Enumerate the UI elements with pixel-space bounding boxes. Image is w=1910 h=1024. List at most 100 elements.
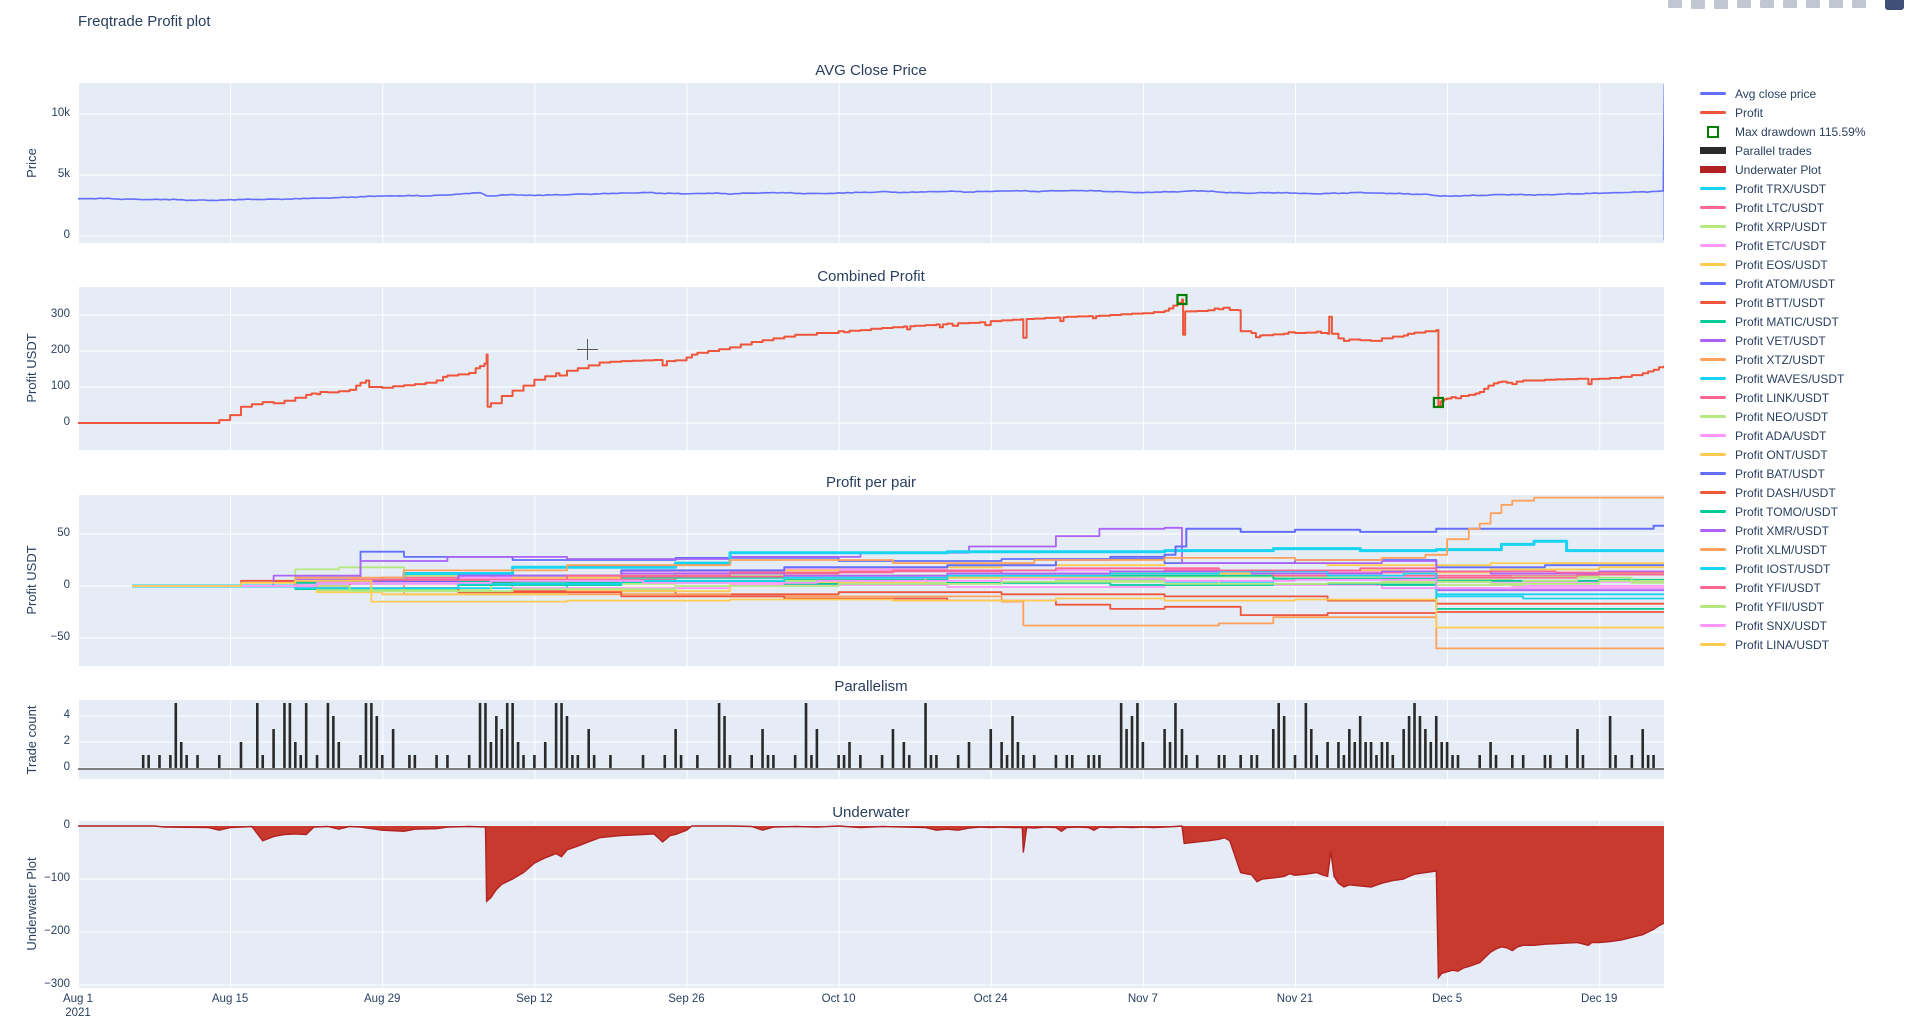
legend-item-profit-iost-usdt[interactable]: Profit IOST/USDT [1700,559,1908,578]
legend-swatch-icon [1700,301,1726,304]
legend-swatch-icon [1700,567,1726,570]
legend-item-parallel-trades[interactable]: Parallel trades [1700,141,1908,160]
legend-label: Profit YFI/USDT [1735,580,1821,595]
legend-swatch-icon [1700,491,1726,494]
legend-swatch-icon [1700,529,1726,532]
x-axis-tick: Nov 21 [1276,993,1314,1005]
parallelism-plot-area[interactable] [78,700,1664,779]
legend-item-profit-eos-usdt[interactable]: Profit EOS/USDT [1700,255,1908,274]
avg-close-price-ytick: 0 [63,229,70,241]
legend-item-profit-ada-usdt[interactable]: Profit ADA/USDT [1700,426,1908,445]
legend-item-avg-close-price[interactable]: Avg close price [1700,84,1908,103]
subplot-title-underwater: Underwater [832,804,910,821]
legend-item-underwater-plot[interactable]: Underwater Plot [1700,160,1908,179]
legend-item-profit-bat-usdt[interactable]: Profit BAT/USDT [1700,464,1908,483]
legend-item-profit-tomo-usdt[interactable]: Profit TOMO/USDT [1700,502,1908,521]
legend-swatch-icon [1700,358,1726,361]
parallelism-chart [78,700,1664,779]
legend-item-profit-trx-usdt[interactable]: Profit TRX/USDT [1700,179,1908,198]
legend-item-profit-xlm-usdt[interactable]: Profit XLM/USDT [1700,540,1908,559]
legend-label: Underwater Plot [1735,162,1822,177]
x-axis-tick: Oct 24 [973,993,1008,1005]
page-title: Freqtrade Profit plot [78,13,211,30]
combined-profit-ytick: 100 [50,380,70,392]
x-axis-tick: Dec 5 [1432,993,1463,1005]
legend-item-profit-waves-usdt[interactable]: Profit WAVES/USDT [1700,369,1908,388]
legend-item-profit-btt-usdt[interactable]: Profit BTT/USDT [1700,293,1908,312]
legend-item-profit-lina-usdt[interactable]: Profit LINA/USDT [1700,635,1908,654]
legend-item-profit-link-usdt[interactable]: Profit LINK/USDT [1700,388,1908,407]
legend-label: Profit XTZ/USDT [1735,352,1826,367]
legend-item-profit-snx-usdt[interactable]: Profit SNX/USDT [1700,616,1908,635]
zoom-out-icon[interactable] [1806,0,1820,8]
legend-item-profit[interactable]: Profit [1700,103,1908,122]
max-drawdown-marker [1432,396,1445,409]
autoscale-icon[interactable] [1829,0,1843,8]
modebar [1668,0,1904,10]
legend: Avg close price Profit Max drawdown 115.59… [1700,84,1908,654]
legend-label: Profit YFII/USDT [1735,599,1825,614]
legend-item-profit-neo-usdt[interactable]: Profit NEO/USDT [1700,407,1908,426]
legend-item-profit-ont-usdt[interactable]: Profit ONT/USDT [1700,445,1908,464]
profit-per-pair-ytick: 0 [63,579,70,591]
legend-swatch-icon [1700,453,1726,456]
legend-swatch-icon [1700,643,1726,646]
legend-swatch-icon [1700,586,1726,589]
legend-label: Profit BTT/USDT [1735,295,1826,310]
legend-swatch-icon [1700,244,1726,247]
legend-label: Profit XMR/USDT [1735,523,1830,538]
lasso-select-icon[interactable] [1760,0,1774,8]
legend-label: Profit TRX/USDT [1735,181,1827,196]
legend-item-profit-vet-usdt[interactable]: Profit VET/USDT [1700,331,1908,350]
legend-swatch-icon [1700,225,1726,228]
legend-item-profit-xrp-usdt[interactable]: Profit XRP/USDT [1700,217,1908,236]
subplot-title-profit-per-pair: Profit per pair [825,474,917,491]
legend-item-max-drawdown-115-59[interactable]: Max drawdown 115.59% [1700,122,1908,141]
box-select-icon[interactable] [1737,0,1751,8]
legend-label: Profit LINA/USDT [1735,637,1830,652]
legend-item-profit-ltc-usdt[interactable]: Profit LTC/USDT [1700,198,1908,217]
legend-swatch-icon [1700,548,1726,551]
reset-axes-icon[interactable] [1852,0,1866,8]
legend-item-profit-etc-usdt[interactable]: Profit ETC/USDT [1700,236,1908,255]
legend-swatch-icon [1700,92,1726,95]
zoom-icon[interactable] [1691,0,1705,9]
legend-swatch-icon [1700,624,1726,627]
x-axis-tick: Aug 1 2021 [62,993,94,1019]
legend-swatch-icon [1700,377,1726,380]
legend-label: Profit MATIC/USDT [1735,314,1839,329]
legend-swatch-icon [1700,510,1726,513]
legend-swatch-icon [1700,320,1726,323]
avg-close-price-plot-area[interactable] [78,83,1664,243]
legend-swatch-icon [1700,472,1726,475]
combined-profit-plot-area[interactable] [78,287,1664,450]
parallelism-ytick: 2 [63,735,70,747]
subplot-title-avg-close-price: AVG Close Price [815,62,927,79]
pan-icon[interactable] [1714,0,1728,9]
parallelism-ytick: 4 [63,709,70,721]
legend-item-profit-atom-usdt[interactable]: Profit ATOM/USDT [1700,274,1908,293]
legend-label: Profit TOMO/USDT [1735,504,1838,519]
plotly-logo[interactable] [1885,0,1904,10]
legend-item-profit-matic-usdt[interactable]: Profit MATIC/USDT [1700,312,1908,331]
legend-label: Profit NEO/USDT [1735,409,1829,424]
profit-per-pair-ytick: −50 [50,631,70,643]
profit-per-pair-plot-area[interactable] [78,495,1664,666]
legend-item-profit-yfi-usdt[interactable]: Profit YFI/USDT [1700,578,1908,597]
underwater-plot-area[interactable] [78,821,1664,988]
legend-item-profit-xtz-usdt[interactable]: Profit XTZ/USDT [1700,350,1908,369]
legend-item-profit-xmr-usdt[interactable]: Profit XMR/USDT [1700,521,1908,540]
underwater-ytick: 0 [63,819,70,831]
legend-label: Profit ATOM/USDT [1735,276,1836,291]
parallelism-ytick: 0 [63,761,70,773]
zoom-in-icon[interactable] [1783,0,1797,8]
legend-label: Profit XRP/USDT [1735,219,1828,234]
x-axis-tick: Sep 12 [516,993,553,1005]
legend-swatch-icon [1700,282,1726,285]
max-drawdown-swatch-icon [1700,125,1726,138]
legend-item-profit-dash-usdt[interactable]: Profit DASH/USDT [1700,483,1908,502]
underwater-ytick: −100 [44,872,70,884]
legend-item-profit-yfii-usdt[interactable]: Profit YFII/USDT [1700,597,1908,616]
camera-icon[interactable] [1668,0,1682,8]
